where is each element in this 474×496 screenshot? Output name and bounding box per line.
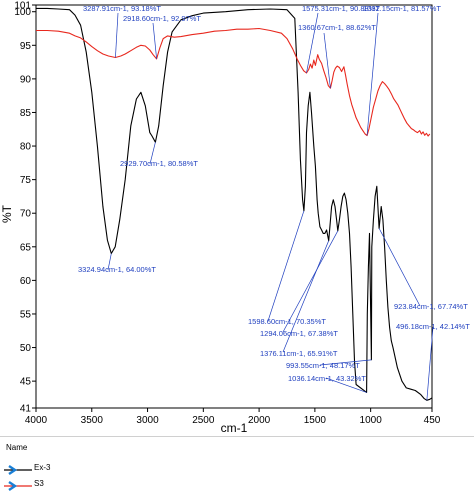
y-tick-label: 45: [20, 377, 32, 388]
peak-annotation-label: 3324.94cm-1, 64.00%T: [78, 265, 156, 274]
y-tick-label: 95: [20, 41, 32, 52]
peak-annotation-label: 993.55cm-1, 48.17%T: [286, 361, 360, 370]
x-tick-label: 4000: [25, 415, 48, 426]
y-tick-label: 75: [20, 175, 32, 186]
peak-annotation-label: 2929.70cm-1, 80.58%T: [120, 159, 198, 168]
peak-annotation-label: 1575.31cm-1, 90.88%T: [302, 4, 380, 13]
y-tick-label: 80: [20, 142, 32, 153]
x-tick-label: 1500: [304, 415, 327, 426]
series-line-s3: [36, 27, 431, 137]
legend-item-s3[interactable]: S3: [4, 477, 44, 491]
annotation-leader: [323, 32, 331, 89]
y-axis-label: %T: [0, 204, 14, 223]
peak-annotation-label: 2918.60cm-1, 92.97%T: [123, 14, 201, 23]
legend: Name Ex-3 S3: [0, 436, 474, 492]
y-tick-label: 65: [20, 242, 32, 253]
axis-ticks: 4000 3500 3000 2500 2000 1500 1000 450 41 45 50 55 6…: [14, 1, 440, 427]
legend-item-ex3[interactable]: Ex-3: [4, 461, 51, 475]
y-tick-label: 70: [20, 209, 32, 220]
plot-frame: [35, 4, 433, 409]
annotation-leader: [319, 359, 372, 366]
x-tick-label: 3500: [81, 415, 104, 426]
legend-label-ex3: Ex-3: [34, 462, 51, 472]
y-tick-label: 41: [20, 404, 32, 415]
peak-annotation-label: 923.84cm-1, 67.74%T: [394, 302, 468, 311]
annotation-leader: [282, 230, 339, 333]
series-line-ex-3: [36, 7, 433, 401]
x-axis-label: cm-1: [221, 421, 248, 435]
peak-annotation-label: 3287.91cm-1, 93.18%T: [83, 4, 161, 13]
legend-label-s3: S3: [34, 478, 44, 488]
peak-annotation-label: 1376.11cm-1, 65.91%T: [260, 349, 338, 358]
annotation-leader: [267, 210, 305, 322]
annotation-leader: [426, 326, 434, 401]
y-tick-label: 100: [14, 7, 31, 18]
peak-annotation-label: 1032.15cm-1, 81.57%T: [363, 4, 441, 13]
annotation-leader: [282, 240, 330, 353]
chevron-line-icon: [4, 462, 32, 475]
y-tick-label: 50: [20, 343, 32, 354]
y-tick-label: 60: [20, 276, 32, 287]
annotation-leader: [366, 12, 379, 136]
peak-annotation-label: 496.18cm-1, 42.14%T: [396, 322, 470, 331]
peak-annotation-label: 1598.60cm-1, 70.35%T: [248, 317, 326, 326]
peak-annotation-label: 1036.14cm-1, 43.32%T: [288, 374, 366, 383]
series-lines: [36, 7, 433, 401]
y-tick-label: 90: [20, 74, 32, 85]
chevron-line-icon: [4, 478, 32, 491]
y-tick-label: 101: [14, 1, 31, 12]
peak-annotation-label: 1360.67cm-1, 88.62%T: [298, 23, 376, 32]
annotation-leader: [149, 142, 156, 165]
y-tick-label: 85: [20, 108, 32, 119]
peak-annotation-label: 1294.06cm-1, 67.38%T: [260, 329, 338, 338]
x-tick-label: 1000: [360, 415, 383, 426]
annotation-leader: [306, 12, 319, 74]
x-tick-label: 2500: [192, 415, 215, 426]
annotation-leader: [378, 228, 421, 307]
annotation-leader: [325, 377, 367, 393]
x-tick-label: 3000: [136, 415, 159, 426]
ftir-chart: 4000 3500 3000 2500 2000 1500 1000 450 41 45 50 55 6…: [0, 1, 470, 436]
annotation-leader: [107, 253, 112, 271]
y-tick-label: 55: [20, 309, 32, 320]
annotation-leader: [115, 12, 119, 58]
x-tick-label: 450: [424, 415, 441, 426]
x-tick-label: 2000: [248, 415, 271, 426]
legend-title: Name: [6, 443, 28, 452]
annotation-leader: [152, 22, 157, 59]
